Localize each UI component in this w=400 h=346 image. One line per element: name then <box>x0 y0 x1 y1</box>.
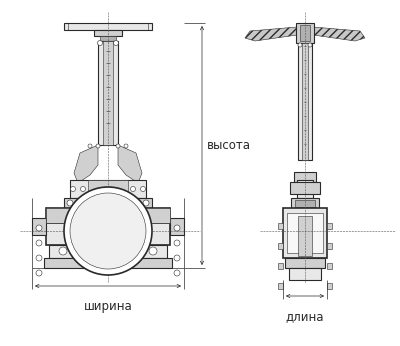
Bar <box>290 182 320 194</box>
Circle shape <box>70 193 146 269</box>
Bar <box>327 223 332 229</box>
Circle shape <box>36 270 42 276</box>
Circle shape <box>98 40 102 46</box>
Bar <box>103 41 113 145</box>
Bar <box>287 213 323 253</box>
Text: высота: высота <box>207 139 251 152</box>
Circle shape <box>88 144 92 148</box>
Bar <box>327 283 332 289</box>
Circle shape <box>64 187 152 275</box>
Bar <box>300 25 310 41</box>
Bar <box>327 243 332 249</box>
Circle shape <box>114 40 118 46</box>
Bar <box>295 200 315 207</box>
Circle shape <box>130 186 136 191</box>
Bar <box>98 41 118 145</box>
Circle shape <box>96 144 100 148</box>
Circle shape <box>132 247 140 255</box>
Bar <box>297 180 313 198</box>
Circle shape <box>143 200 149 206</box>
Bar <box>49 245 167 258</box>
Bar <box>278 243 283 249</box>
Bar <box>298 43 312 160</box>
Circle shape <box>36 255 42 261</box>
Circle shape <box>174 240 180 246</box>
Circle shape <box>85 200 91 206</box>
Bar <box>88 180 128 198</box>
Polygon shape <box>118 145 142 183</box>
Circle shape <box>174 255 180 261</box>
Circle shape <box>36 225 42 231</box>
Bar <box>289 268 321 280</box>
Bar <box>278 263 283 269</box>
Circle shape <box>80 186 86 191</box>
Circle shape <box>174 270 180 276</box>
Bar <box>278 223 283 229</box>
Circle shape <box>140 186 146 191</box>
Bar <box>298 216 312 256</box>
Bar <box>64 198 152 208</box>
Bar <box>100 36 116 41</box>
Polygon shape <box>74 145 98 183</box>
Circle shape <box>76 247 84 255</box>
Bar <box>285 258 325 268</box>
Circle shape <box>125 200 131 206</box>
Circle shape <box>298 43 302 47</box>
Circle shape <box>124 144 128 148</box>
Bar <box>32 218 46 235</box>
Circle shape <box>149 247 157 255</box>
Bar <box>46 208 170 223</box>
Bar <box>327 263 332 269</box>
Circle shape <box>116 144 120 148</box>
Bar <box>44 258 172 268</box>
Bar <box>46 208 170 245</box>
Bar <box>302 43 308 160</box>
Circle shape <box>67 200 73 206</box>
Bar <box>296 23 314 43</box>
Bar <box>283 208 327 258</box>
Text: длина: длина <box>286 310 324 323</box>
Circle shape <box>308 43 312 47</box>
Bar <box>291 198 319 208</box>
Circle shape <box>59 247 67 255</box>
Bar <box>64 23 152 30</box>
Bar <box>278 283 283 289</box>
Circle shape <box>36 240 42 246</box>
Polygon shape <box>245 27 297 41</box>
Bar <box>170 218 184 235</box>
Bar <box>94 30 122 36</box>
Bar <box>294 172 316 182</box>
Bar <box>70 180 146 198</box>
Polygon shape <box>313 27 365 41</box>
Circle shape <box>70 186 76 191</box>
Circle shape <box>174 225 180 231</box>
Text: ширина: ширина <box>84 300 132 313</box>
